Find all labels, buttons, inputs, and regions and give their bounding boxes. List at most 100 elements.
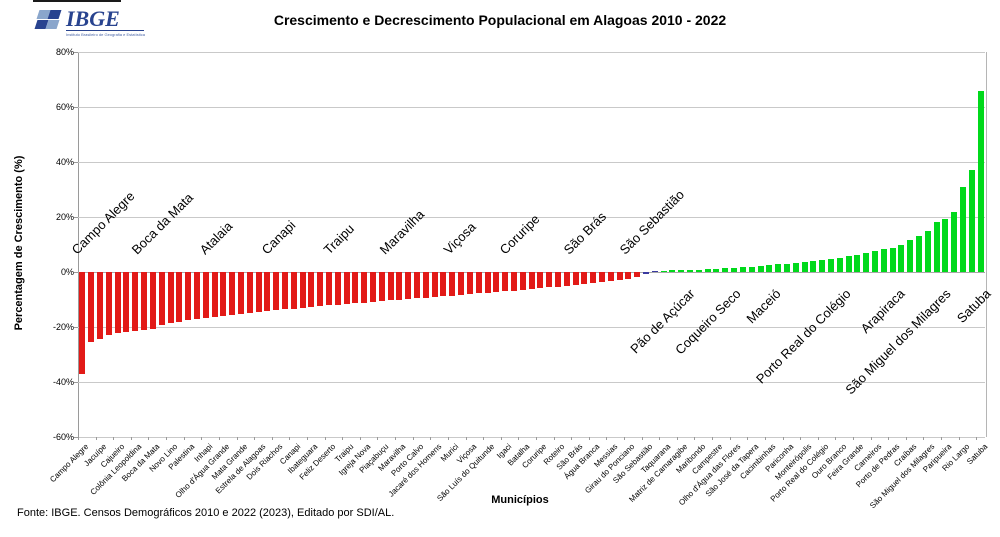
bar [792,262,799,272]
bar [281,272,288,310]
bar [167,272,174,324]
bar [616,272,623,280]
bar [273,272,280,311]
x-tick-mark [641,437,643,440]
bar [202,272,209,318]
y-tick-mark [74,217,78,218]
bar [845,256,852,272]
ibge-logo-subtext: Instituto Brasileiro de Geografia e Esta… [66,32,145,37]
x-tick-mark [483,437,485,440]
bar [458,272,465,295]
bar [396,272,403,300]
bar [871,251,878,272]
gridline [78,382,985,383]
x-tick-mark [236,437,238,440]
gridline [78,107,985,108]
y-tick-label: -40% [52,377,74,387]
bar [722,268,729,272]
bar [863,253,870,272]
bar [669,270,676,272]
bar [149,272,156,330]
y-tick-mark [74,107,78,108]
y-tick-label: 40% [55,157,74,167]
y-axis-title: Percentagem de Crescimento (%) [13,155,25,331]
bar [299,272,306,308]
x-tick-mark [800,437,802,440]
y-tick-label: 0% [60,267,74,277]
bar [361,272,368,303]
x-tick-mark [941,437,942,440]
x-tick-mark [218,437,220,440]
x-tick-mark [676,437,678,440]
x-tick-mark [870,437,872,440]
x-tick-mark [888,437,890,440]
gridline [78,162,985,163]
x-tick-mark [571,437,573,440]
bar [141,272,147,330]
bar [827,258,834,272]
x-tick-mark [465,437,467,440]
plot-area [78,52,987,437]
bar [528,272,535,290]
bar [660,270,667,272]
x-tick-mark [201,437,203,440]
bar [229,272,236,315]
x-tick-mark [166,437,168,440]
bar [889,247,896,272]
bar [475,272,482,294]
bar [651,270,658,272]
bar [775,264,782,272]
bar [493,272,500,293]
bar [819,259,826,272]
x-tick-mark [659,437,661,440]
x-tick-mark [852,437,854,440]
y-tick-label: 80% [55,47,74,57]
bar [308,272,315,307]
x-tick-mark [130,437,132,440]
x-tick-mark [905,437,907,440]
y-tick-mark [74,327,78,328]
bar [704,269,711,273]
scan-artifact-strip [33,0,121,2]
x-tick-mark [395,437,396,440]
bar [916,236,922,272]
bar [554,272,561,287]
bar [334,272,341,305]
x-tick-mark [729,437,731,440]
y-tick-mark [74,437,78,438]
bar [158,272,165,325]
bar [546,272,553,288]
bar [123,272,130,332]
bar [317,272,324,307]
bar [132,272,139,331]
bar [634,272,641,277]
bar [643,272,649,274]
bar [255,272,262,312]
bar [264,272,271,311]
bar [387,272,394,301]
x-tick-mark [289,437,291,440]
bar [97,272,103,340]
y-tick-mark [74,272,78,273]
bar [290,272,297,309]
bar [502,272,509,292]
bar [590,272,597,284]
x-tick-mark [782,437,784,440]
x-tick-mark [271,437,273,440]
bar [237,272,244,314]
bar [678,270,685,272]
bar [924,230,931,273]
gridline [78,327,985,328]
bar [220,272,227,316]
x-tick-mark [817,437,819,440]
x-tick-mark [148,437,150,440]
x-tick-mark [324,437,326,440]
bar [519,272,526,290]
bar [731,267,737,272]
x-tick-mark [606,437,608,440]
bar [246,272,253,313]
ibge-logo-text: IBGE [66,6,120,31]
bar [326,272,332,306]
bar [960,186,966,273]
y-tick-mark [74,382,78,383]
